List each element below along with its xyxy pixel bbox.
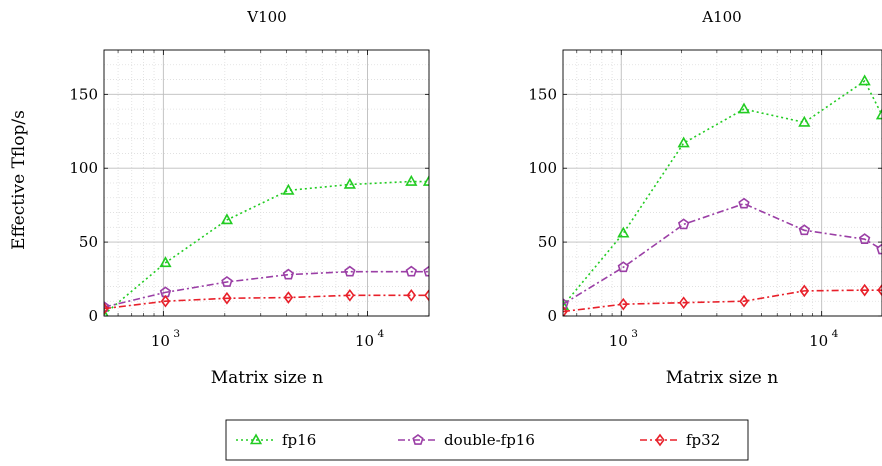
series-double-fp16-panel-1 — [563, 197, 882, 310]
data-point — [563, 305, 568, 316]
data-point — [563, 299, 570, 310]
data-point — [875, 108, 882, 120]
data-point — [282, 183, 295, 195]
legend-marker — [249, 433, 263, 445]
x-tick-exponent: 4 — [378, 328, 385, 340]
y-tick-label: 0 — [88, 307, 98, 325]
series-line — [104, 270, 429, 308]
legend-entry-fp32: fp32 — [640, 431, 720, 449]
data-point — [677, 136, 690, 148]
data-point — [799, 284, 810, 298]
data-point — [160, 294, 171, 308]
legend-entry-double-fp16: double-fp16 — [398, 431, 535, 449]
legend-label: fp32 — [686, 431, 720, 449]
legend-entry-fp16: fp16 — [236, 431, 316, 449]
series-line — [104, 294, 429, 310]
series-double-fp16-panel-0 — [104, 265, 429, 312]
series-line — [563, 202, 882, 305]
data-point — [858, 233, 871, 244]
data-point — [798, 115, 811, 127]
data-point — [737, 102, 751, 114]
data-point — [422, 174, 429, 186]
panel-title-0: V100 — [246, 8, 286, 26]
data-point — [282, 268, 295, 280]
data-point — [563, 298, 569, 310]
data-point — [222, 291, 232, 305]
legend-marker — [655, 433, 665, 447]
y-tick-label: 150 — [69, 85, 98, 103]
data-point — [283, 291, 294, 304]
data-point — [220, 213, 234, 225]
data-point — [405, 265, 418, 277]
data-point — [678, 296, 689, 310]
data-point — [343, 177, 356, 189]
x-tick-exponent: 3 — [173, 328, 180, 340]
series-fp16-panel-0 — [104, 174, 429, 316]
data-point — [423, 265, 429, 277]
data-point — [221, 276, 233, 287]
series-line — [563, 79, 882, 307]
data-point — [344, 265, 356, 277]
legend-label: double-fp16 — [444, 431, 535, 449]
data-point — [104, 307, 109, 316]
panel-title-1: A100 — [701, 8, 741, 26]
y-tick-label: 100 — [69, 159, 98, 177]
legend-label: fp16 — [282, 431, 316, 449]
series-fp16-panel-1 — [563, 74, 882, 310]
data-point — [858, 74, 871, 86]
data-point — [798, 224, 811, 236]
data-point — [876, 243, 882, 255]
axis-frame — [562, 49, 882, 317]
data-point — [104, 301, 110, 312]
series-fp32-panel-1 — [563, 283, 882, 316]
legend-marker — [412, 434, 424, 445]
series-line — [104, 180, 429, 316]
data-point — [617, 261, 630, 273]
data-point — [677, 218, 690, 230]
data-point — [345, 288, 355, 302]
x-tick-exponent: 4 — [832, 328, 839, 340]
y-tick-label: 50 — [538, 233, 557, 251]
data-point — [617, 226, 630, 238]
y-tick-label: 150 — [528, 85, 557, 103]
data-point — [104, 302, 109, 315]
x-axis-label-1: Matrix size n — [666, 368, 779, 388]
data-point — [405, 174, 418, 186]
series-line — [563, 289, 882, 313]
axis-frame — [103, 49, 430, 317]
data-point — [877, 283, 882, 297]
data-point — [159, 256, 172, 268]
y-axis-label-0: Effective Tflop/s — [9, 110, 29, 250]
x-tick-label: 10 — [355, 332, 374, 350]
series-fp32-panel-0 — [104, 288, 429, 315]
x-tick-label: 10 — [809, 332, 828, 350]
data-point — [859, 283, 870, 297]
y-tick-label: 50 — [79, 233, 98, 251]
data-point — [739, 294, 749, 308]
y-tick-label: 0 — [547, 307, 557, 325]
x-tick-label: 10 — [151, 332, 170, 350]
x-axis-label-0: Matrix size n — [211, 368, 324, 388]
data-point — [738, 197, 750, 209]
x-tick-label: 10 — [609, 332, 628, 350]
y-tick-label: 100 — [528, 159, 557, 177]
data-point — [424, 288, 429, 302]
data-point — [618, 297, 629, 311]
x-tick-exponent: 3 — [631, 328, 638, 340]
data-point — [406, 288, 417, 302]
